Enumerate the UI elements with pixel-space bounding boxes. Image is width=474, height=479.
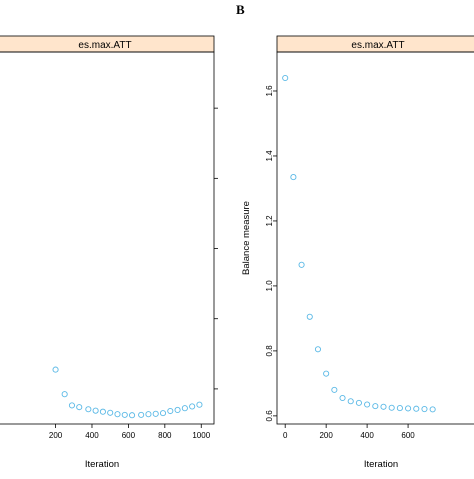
data-point <box>61 391 68 398</box>
data-point <box>372 403 379 410</box>
data-point <box>189 403 196 410</box>
x-axis-title: Iteration <box>364 459 398 470</box>
plot-frame <box>276 51 474 425</box>
data-point <box>429 406 436 413</box>
data-point <box>314 346 322 353</box>
data-point <box>174 406 181 414</box>
data-point <box>92 407 99 414</box>
data-point <box>405 405 412 412</box>
data-point <box>167 407 174 415</box>
y-tick-label: 0.6 <box>265 410 274 422</box>
x-tick-label: 1000 <box>192 431 210 440</box>
data-point <box>388 404 395 411</box>
data-point <box>396 405 403 412</box>
x-axis-title: Iteration <box>85 459 119 470</box>
data-point <box>99 408 106 415</box>
data-point <box>347 398 354 405</box>
data-point <box>68 402 76 409</box>
y-tick-label: 0.8 <box>265 345 274 357</box>
x-tick-label: 400 <box>85 431 99 440</box>
x-tick-label: 600 <box>122 431 136 440</box>
data-point <box>128 412 136 419</box>
data-point <box>138 411 145 418</box>
x-tick-label: 400 <box>360 431 374 440</box>
data-point <box>331 386 338 393</box>
y-tick-label: 1.2 <box>265 215 274 227</box>
y-tick-label: 1.0 <box>265 280 274 292</box>
y-axis-title: Balance measure <box>241 201 252 275</box>
data-point <box>380 403 387 410</box>
data-point <box>114 411 121 418</box>
data-point <box>181 405 188 412</box>
strip-title: es.max.ATT <box>78 40 131 51</box>
data-point <box>364 401 371 408</box>
y-tick-label: 1.6 <box>265 85 274 97</box>
data-point <box>339 394 346 402</box>
panel-letter: B <box>236 2 245 17</box>
data-point <box>85 406 92 413</box>
data-point <box>282 74 289 82</box>
data-point <box>421 406 428 413</box>
data-point <box>323 370 330 377</box>
data-point <box>76 404 83 411</box>
y-tick-label: 1.4 <box>265 150 274 162</box>
data-point <box>145 411 152 418</box>
data-point <box>152 410 159 417</box>
x-tick-label: 600 <box>401 431 415 440</box>
data-point <box>196 401 203 408</box>
x-tick-label: 200 <box>49 431 63 440</box>
data-point <box>159 410 167 417</box>
data-point <box>121 411 128 418</box>
panel-a: es.max.ATT 200 400 600 800 1000 Iteration <box>0 35 218 470</box>
data-point <box>298 261 305 268</box>
strip-title: es.max.ATT <box>351 40 404 51</box>
x-tick-label: 200 <box>319 431 333 440</box>
plot-frame <box>0 51 215 425</box>
data-point <box>52 366 59 373</box>
data-point <box>306 313 313 320</box>
x-tick-label: 800 <box>158 431 172 440</box>
data-point <box>355 399 362 406</box>
x-tick-label: 0 <box>283 431 288 440</box>
data-point <box>107 409 114 416</box>
data-point <box>290 174 297 181</box>
data-point <box>413 405 420 412</box>
panel-b: es.max.ATT 0 200 400 600 0.6 0.8 1.0 1.2 1.4 1.6 It… <box>236 2 474 470</box>
